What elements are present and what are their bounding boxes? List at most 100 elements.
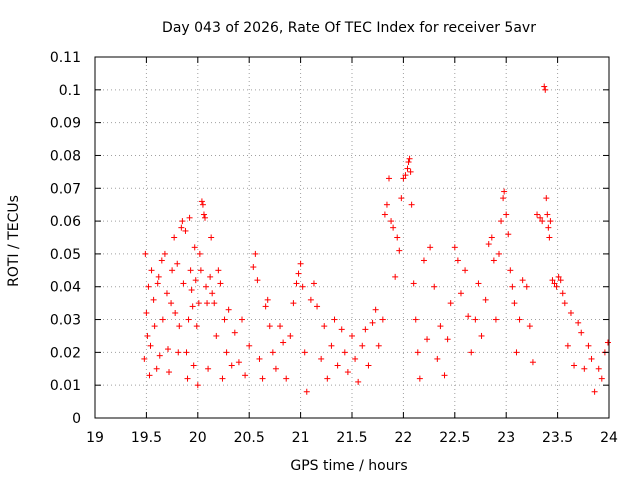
data-point bbox=[488, 234, 495, 241]
data-point bbox=[205, 365, 212, 372]
data-point bbox=[544, 211, 551, 218]
data-point bbox=[194, 382, 201, 389]
data-point bbox=[472, 316, 479, 323]
data-point bbox=[485, 241, 492, 248]
data-point bbox=[557, 277, 564, 284]
data-point bbox=[400, 175, 407, 182]
data-point bbox=[407, 168, 414, 175]
data-point bbox=[161, 250, 168, 257]
data-point bbox=[266, 323, 273, 330]
grid-lines bbox=[95, 57, 609, 418]
x-axis-label: GPS time / hours bbox=[290, 458, 407, 474]
data-point bbox=[293, 280, 300, 287]
y-tick-label: 0.09 bbox=[50, 116, 81, 132]
data-point bbox=[334, 362, 341, 369]
data-point bbox=[197, 267, 204, 274]
x-tick-label: 22.5 bbox=[439, 430, 470, 446]
data-point bbox=[154, 280, 161, 287]
data-point bbox=[541, 83, 548, 90]
data-point bbox=[190, 362, 197, 369]
y-tick-labels: 0 0.01 0.02 0.03 0.04 0.05 0.06 0.07 0.08 0.09 0.1… bbox=[50, 50, 81, 427]
data-point bbox=[412, 316, 419, 323]
data-point bbox=[213, 332, 220, 339]
data-point bbox=[239, 316, 246, 323]
data-point bbox=[591, 388, 598, 395]
data-point bbox=[145, 283, 152, 290]
data-point bbox=[420, 257, 427, 264]
data-point bbox=[434, 355, 441, 362]
x-tick-labels: 19 19.5 20 20.5 21 21.5 22 22.5 23 23.5 24 bbox=[86, 430, 618, 446]
data-point bbox=[242, 372, 249, 379]
data-point bbox=[457, 290, 464, 297]
data-point bbox=[318, 355, 325, 362]
data-point bbox=[179, 218, 186, 225]
data-point bbox=[307, 296, 314, 303]
data-point bbox=[283, 375, 290, 382]
data-point bbox=[398, 195, 405, 202]
data-point bbox=[164, 346, 171, 353]
data-point bbox=[204, 300, 211, 307]
data-point bbox=[171, 234, 178, 241]
data-point bbox=[500, 195, 507, 202]
data-point bbox=[159, 316, 166, 323]
data-point bbox=[482, 296, 489, 303]
data-point bbox=[188, 287, 195, 294]
data-point bbox=[578, 329, 585, 336]
data-point bbox=[193, 323, 200, 330]
data-point bbox=[539, 218, 546, 225]
data-point bbox=[178, 224, 185, 231]
data-point bbox=[295, 270, 302, 277]
data-point bbox=[410, 280, 417, 287]
data-point bbox=[338, 326, 345, 333]
data-point bbox=[462, 267, 469, 274]
data-point bbox=[529, 359, 536, 366]
data-point bbox=[184, 375, 191, 382]
data-point bbox=[172, 309, 179, 316]
data-point bbox=[537, 214, 544, 221]
data-point bbox=[231, 329, 238, 336]
data-point bbox=[168, 300, 175, 307]
data-point bbox=[431, 283, 438, 290]
data-point bbox=[166, 369, 173, 376]
data-point bbox=[501, 188, 508, 195]
data-point bbox=[217, 280, 224, 287]
data-point bbox=[256, 355, 263, 362]
data-point bbox=[191, 244, 198, 251]
data-point bbox=[454, 257, 461, 264]
data-point bbox=[207, 273, 214, 280]
data-point bbox=[447, 300, 454, 307]
data-point bbox=[490, 257, 497, 264]
data-point bbox=[588, 355, 595, 362]
data-point bbox=[534, 211, 541, 218]
y-tick-label: 0.03 bbox=[50, 313, 81, 329]
data-point bbox=[297, 260, 304, 267]
x-tick-label: 19 bbox=[86, 430, 104, 446]
data-point bbox=[352, 355, 359, 362]
data-point bbox=[208, 234, 215, 241]
data-point bbox=[221, 316, 228, 323]
data-point bbox=[555, 273, 562, 280]
x-tick-label: 19.5 bbox=[131, 430, 162, 446]
data-point bbox=[468, 349, 475, 356]
data-point bbox=[503, 211, 510, 218]
data-point bbox=[441, 372, 448, 379]
data-point bbox=[277, 323, 284, 330]
data-point bbox=[381, 211, 388, 218]
data-point bbox=[146, 372, 153, 379]
data-point bbox=[437, 323, 444, 330]
data-point bbox=[287, 332, 294, 339]
x-tick-label: 24 bbox=[600, 430, 618, 446]
data-point bbox=[383, 201, 390, 208]
data-point bbox=[314, 303, 321, 310]
data-point bbox=[151, 323, 158, 330]
axis-ticks bbox=[94, 56, 610, 419]
data-point bbox=[362, 326, 369, 333]
data-point bbox=[519, 277, 526, 284]
data-point bbox=[199, 201, 206, 208]
data-point bbox=[200, 211, 207, 218]
data-point bbox=[379, 316, 386, 323]
data-point bbox=[392, 273, 399, 280]
data-point bbox=[158, 257, 165, 264]
data-point bbox=[424, 336, 431, 343]
